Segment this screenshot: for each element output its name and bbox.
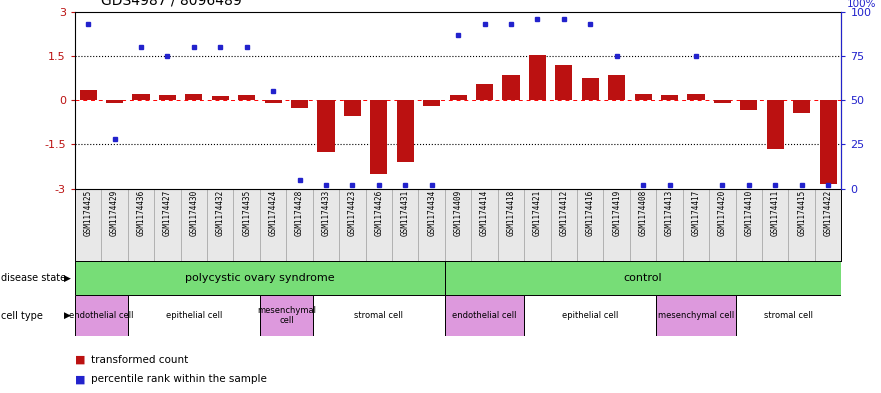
Text: GSM1174425: GSM1174425 <box>84 190 93 236</box>
Text: stromal cell: stromal cell <box>354 311 403 320</box>
Text: GDS4987 / 8096489: GDS4987 / 8096489 <box>101 0 242 8</box>
Bar <box>313 295 445 336</box>
Text: GSM1174422: GSM1174422 <box>824 190 833 236</box>
Text: GSM1174416: GSM1174416 <box>586 190 595 236</box>
Text: disease state: disease state <box>1 273 66 283</box>
Text: GSM1174410: GSM1174410 <box>744 190 753 236</box>
Bar <box>238 95 255 100</box>
Bar <box>740 100 758 110</box>
Text: GSM1174415: GSM1174415 <box>797 190 806 236</box>
Bar <box>260 295 313 336</box>
Bar <box>396 100 414 162</box>
Bar <box>79 90 97 100</box>
Text: stromal cell: stromal cell <box>764 311 813 320</box>
Bar <box>661 95 678 100</box>
Bar <box>317 100 335 152</box>
Text: GSM1174411: GSM1174411 <box>771 190 780 236</box>
Text: GSM1174414: GSM1174414 <box>480 190 489 236</box>
Text: 100%: 100% <box>847 0 877 9</box>
Text: GSM1174418: GSM1174418 <box>507 190 515 236</box>
Text: GSM1174432: GSM1174432 <box>216 190 225 236</box>
Text: ▶: ▶ <box>64 274 71 283</box>
Text: GSM1174427: GSM1174427 <box>163 190 172 236</box>
Bar <box>502 75 520 100</box>
Text: ■: ■ <box>75 354 89 365</box>
Text: GSM1174423: GSM1174423 <box>348 190 357 236</box>
Text: GSM1174419: GSM1174419 <box>612 190 621 236</box>
Bar <box>714 100 731 103</box>
Bar <box>476 84 493 100</box>
Bar <box>159 95 176 100</box>
Bar <box>445 261 841 295</box>
Text: GSM1174430: GSM1174430 <box>189 190 198 236</box>
Text: GSM1174433: GSM1174433 <box>322 190 330 236</box>
Text: polycystic ovary syndrome: polycystic ovary syndrome <box>185 273 335 283</box>
Text: GSM1174436: GSM1174436 <box>137 190 145 236</box>
Bar <box>687 94 705 100</box>
Bar <box>656 295 736 336</box>
Text: ■: ■ <box>75 374 89 384</box>
Bar <box>185 94 203 100</box>
Bar <box>344 100 361 116</box>
Text: endothelial cell: endothelial cell <box>452 311 517 320</box>
Text: mesenchymal cell: mesenchymal cell <box>658 311 734 320</box>
Text: GSM1174409: GSM1174409 <box>454 190 463 236</box>
Bar <box>75 261 445 295</box>
Text: GSM1174434: GSM1174434 <box>427 190 436 236</box>
Bar <box>766 100 784 149</box>
Text: GSM1174420: GSM1174420 <box>718 190 727 236</box>
Text: mesenchymal
cell: mesenchymal cell <box>257 306 315 325</box>
Text: GSM1174424: GSM1174424 <box>269 190 278 236</box>
Bar <box>132 94 150 100</box>
Text: GSM1174435: GSM1174435 <box>242 190 251 236</box>
Bar <box>423 100 440 105</box>
Bar <box>581 78 599 100</box>
Bar <box>524 295 656 336</box>
Text: epithelial cell: epithelial cell <box>166 311 222 320</box>
Bar <box>128 295 260 336</box>
Bar <box>75 295 128 336</box>
Text: transformed count: transformed count <box>91 354 188 365</box>
Bar <box>264 100 282 103</box>
Text: percentile rank within the sample: percentile rank within the sample <box>91 374 267 384</box>
Text: endothelial cell: endothelial cell <box>69 311 134 320</box>
Bar <box>291 100 308 108</box>
Text: GSM1174426: GSM1174426 <box>374 190 383 236</box>
Text: GSM1174428: GSM1174428 <box>295 190 304 236</box>
Bar <box>106 100 123 103</box>
Bar <box>529 55 546 100</box>
Bar <box>555 65 573 100</box>
Text: control: control <box>624 273 663 283</box>
Text: GSM1174413: GSM1174413 <box>665 190 674 236</box>
Text: cell type: cell type <box>1 310 43 321</box>
Bar <box>793 100 811 114</box>
Text: GSM1174412: GSM1174412 <box>559 190 568 236</box>
Bar <box>736 295 841 336</box>
Text: ▶: ▶ <box>64 311 71 320</box>
Text: epithelial cell: epithelial cell <box>562 311 618 320</box>
Text: GSM1174408: GSM1174408 <box>639 190 648 236</box>
Bar <box>370 100 388 174</box>
Bar <box>449 95 467 100</box>
Bar <box>608 75 626 100</box>
Text: GSM1174421: GSM1174421 <box>533 190 542 236</box>
Text: GSM1174429: GSM1174429 <box>110 190 119 236</box>
Bar <box>634 94 652 100</box>
Text: GSM1174431: GSM1174431 <box>401 190 410 236</box>
Bar <box>211 96 229 100</box>
Bar <box>819 100 837 184</box>
Text: GSM1174417: GSM1174417 <box>692 190 700 236</box>
Bar <box>445 295 524 336</box>
